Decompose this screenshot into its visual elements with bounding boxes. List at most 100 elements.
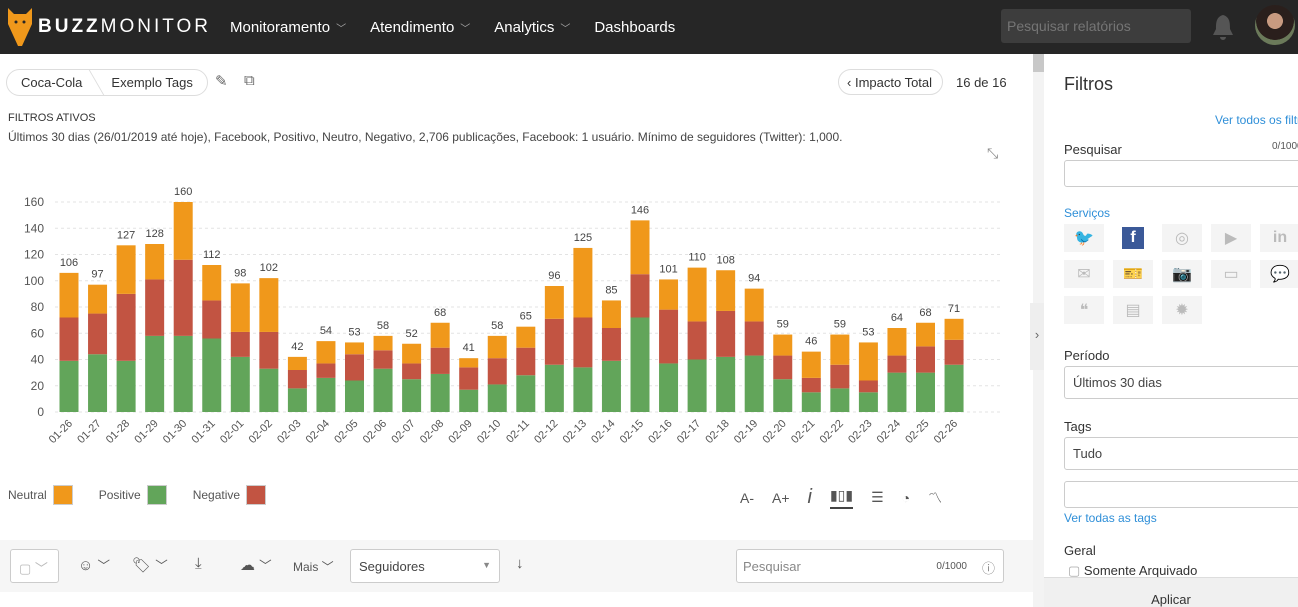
x-tick-label: 02-04 [304,418,332,446]
x-tick-label: 02-09 [446,418,474,446]
avatar[interactable] [1255,5,1295,45]
bar-negative [230,331,250,357]
posts-search-input[interactable]: Pesquisar 0/1000 ⓘ [736,549,1004,583]
twitter-icon[interactable]: 🐦 [1064,224,1104,252]
tags-search-input[interactable] [1064,481,1298,508]
bell-icon[interactable] [1211,13,1235,41]
linkedin-icon[interactable]: in [1260,224,1298,252]
data-label: 64 [891,312,903,324]
horizontal-bar-icon[interactable]: ☰ [871,489,884,505]
bar-positive [59,360,79,412]
quote-icon[interactable]: ❝ [1064,296,1104,324]
bar-neutral [88,284,108,314]
news-icon[interactable]: ▤ [1113,296,1153,324]
select-all-checkbox[interactable]: ▢ ﹀ [10,549,59,583]
data-label: 52 [405,328,417,340]
download-icon[interactable]: ⤓ [195,555,202,572]
chevron-down-icon: ﹀ [336,23,347,35]
nav-atendimento[interactable]: Atendimento ﹀ [370,18,471,36]
info-icon[interactable]: i [807,486,812,508]
bar-neutral [716,270,736,311]
legend-negative[interactable]: Negative [193,485,267,505]
line-chart-icon[interactable]: 〽 [928,489,943,506]
data-label: 71 [948,303,960,315]
legend-positive[interactable]: Positive [99,485,167,505]
see-all-filters-link[interactable]: Ver todos os filtros [1215,113,1298,127]
chart-legend: Neutral Positive Negative [8,485,267,505]
facebook-icon[interactable]: f [1113,224,1153,252]
video-icon[interactable]: ▭ [1211,260,1251,288]
chat-icon[interactable]: 💬 [1260,260,1298,288]
pie-chart-icon[interactable]: ◔ [901,489,911,506]
nav-analytics[interactable]: Analytics ﹀ [494,18,571,36]
bar-neutral [316,341,336,364]
bar-negative [430,347,450,374]
bar-positive [687,359,707,412]
nav-monitoramento[interactable]: Monitoramento ﹀ [230,18,347,36]
bar-negative [487,358,507,385]
sidebar-title: Filtros [1064,74,1113,94]
sort-select[interactable]: Seguidores ▼ [350,549,500,583]
bar-chart-icon[interactable]: ▮▯▮ [829,487,854,509]
tags-select[interactable]: Tudo [1064,437,1298,470]
youtube-icon[interactable]: ▶ [1211,224,1251,252]
tag-icon[interactable]: 🏷 ﹀ [132,557,168,574]
burst-icon[interactable]: ✹ [1162,296,1202,324]
archived-checkbox[interactable]: ▢ Somente Arquivado [1068,563,1198,578]
ticket-icon[interactable]: 🎫 [1113,260,1153,288]
sort-direction-icon[interactable]: ↓ [516,555,524,572]
x-tick-label: 02-25 [903,418,931,446]
font-larger-button[interactable]: A+ [772,489,790,506]
x-tick-label: 01-30 [161,418,189,446]
x-tick-label: 02-01 [218,418,246,446]
bar-neutral [801,351,821,378]
copy-icon[interactable]: ⧉ [244,72,255,89]
bar-positive [287,388,307,412]
scrollbar-thumb[interactable] [1033,54,1044,72]
data-label: 108 [716,254,734,266]
email-icon[interactable]: ✉ [1064,260,1104,288]
sentiment-icon[interactable]: ☺ ﹀ [78,557,110,574]
cloud-icon[interactable]: ☁ ﹀ [240,557,272,574]
bar-neutral [830,334,850,365]
x-tick-label: 02-23 [846,418,874,446]
breadcrumb-item[interactable]: Coca-Cola [21,75,83,90]
bar-negative [744,321,764,356]
chevron-down-icon: ﹀ [560,23,571,35]
bar-neutral [345,342,364,355]
y-tick-label: 80 [31,300,45,314]
data-label: 68 [434,307,446,319]
period-select[interactable]: Últimos 30 dias [1064,366,1298,399]
x-tick-label: 02-26 [932,418,960,446]
breadcrumb: Coca-Cola Exemplo Tags [6,69,208,96]
more-button[interactable]: Mais ﹀ [293,560,334,574]
data-label: 68 [919,307,931,319]
breadcrumb-item[interactable]: Exemplo Tags [111,75,193,90]
apply-button[interactable]: Aplicar [1044,577,1298,607]
sidebar-search-input[interactable] [1064,160,1298,187]
report-search-input[interactable] [1001,9,1191,43]
bar-negative [316,363,336,378]
sidebar-toggle[interactable]: › [1030,303,1044,370]
x-tick-label: 02-08 [418,418,446,446]
see-all-tags-link[interactable]: Ver todas as tags [1064,511,1157,525]
bar-negative [173,259,193,336]
bar-negative [601,328,621,361]
camera-icon[interactable]: 📷 [1162,260,1202,288]
previous-report-button[interactable]: ‹ Impacto Total [838,69,944,95]
instagram-icon[interactable]: ◎ [1162,224,1202,252]
bar-negative [516,347,536,376]
data-label: 102 [260,262,278,274]
data-label: 160 [174,186,192,198]
bar-positive [544,364,564,412]
logo[interactable]: BUZZMONITOR [8,8,211,46]
legend-swatch [52,485,73,505]
edit-icon[interactable]: ✎ [215,73,228,90]
data-label: 97 [91,269,103,281]
data-label: 65 [520,311,532,323]
bar-neutral [259,278,279,332]
collapse-icon[interactable]: ⤡ [987,145,999,161]
legend-neutral[interactable]: Neutral [8,485,73,505]
font-smaller-button[interactable]: A- [740,489,754,506]
nav-dashboards[interactable]: Dashboards [594,18,676,36]
